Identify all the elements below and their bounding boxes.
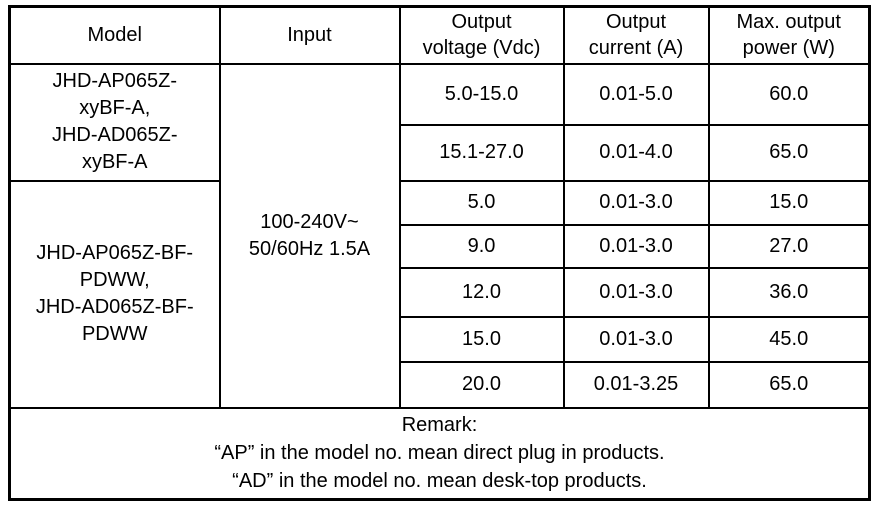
voltage-cell: 9.0 (398, 223, 565, 269)
model-line: xyBF-A (81, 151, 148, 173)
input-cell: 100-240V~ 50/60Hz 1.5A (218, 62, 401, 409)
voltage-cell: 15.0 (398, 315, 565, 363)
model-group-cell-1: JHD-AP065Z- xyBF-A, JHD-AD065Z- xyBF-A (8, 62, 221, 182)
power-cell: 45.0 (707, 315, 871, 363)
model-line: xyBF-A, (79, 97, 151, 119)
remark-cell: Remark: “AP” in the model no. mean direc… (8, 406, 871, 501)
model-line: PDWW, (79, 269, 150, 291)
header-line: voltage (Vdc) (422, 37, 541, 60)
input-line: 100-240V~ (260, 210, 359, 233)
remark-line: “AD” in the model no. mean desk-top prod… (232, 470, 647, 493)
current-cell: 0.01-3.0 (562, 315, 710, 363)
voltage-cell: 5.0-15.0 (398, 62, 565, 126)
voltage-cell: 20.0 (398, 360, 565, 409)
header-line: power (W) (742, 37, 835, 60)
power-cell: 65.0 (707, 360, 871, 409)
table-row: 9.0 0.01-3.0 27.0 (10, 223, 871, 269)
table-row: JHD-AP065Z-BF- PDWW, JHD-AD065Z-BF- PDWW… (8, 179, 871, 409)
header-row: Model Input Output voltage (Vdc) Output … (8, 5, 871, 65)
table-row: JHD-AP065Z- xyBF-A, JHD-AD065Z- xyBF-A 1… (8, 62, 871, 409)
spec-table: Model Input Output voltage (Vdc) Output … (8, 5, 871, 501)
header-max-output-power: Max. output power (W) (707, 5, 871, 65)
voltage-cell: 12.0 (398, 266, 565, 318)
power-cell: 15.0 (707, 179, 871, 226)
model-line: JHD-AD065Z- (51, 124, 178, 146)
table-row: 15.0 0.01-3.0 45.0 (10, 315, 871, 363)
remark-row: Remark: “AP” in the model no. mean direc… (8, 406, 871, 501)
input-line: 50/60Hz 1.5A (248, 237, 371, 260)
table-row: 12.0 0.01-3.0 36.0 (10, 266, 871, 318)
header-input: Input (218, 5, 401, 65)
header-output-voltage: Output voltage (Vdc) (398, 5, 565, 65)
remark-line: “AP” in the model no. mean direct plug i… (214, 442, 665, 465)
power-cell: 60.0 (707, 62, 871, 126)
header-line: Max. output (736, 11, 841, 34)
model-line: PDWW (81, 323, 148, 345)
current-cell: 0.01-3.0 (562, 266, 710, 318)
model-line: JHD-AP065Z- (52, 70, 177, 92)
current-cell: 0.01-3.0 (562, 179, 710, 226)
power-cell: 27.0 (707, 223, 871, 269)
power-cell: 36.0 (707, 266, 871, 318)
voltage-cell: 15.1-27.0 (398, 123, 565, 182)
header-line: Output (605, 11, 667, 34)
header-line: Output (451, 11, 512, 34)
power-cell: 65.0 (707, 123, 871, 182)
remark-title: Remark: (401, 414, 478, 437)
header-line: current (A) (588, 37, 684, 60)
model-line: JHD-AP065Z-BF- (36, 242, 194, 264)
model-line: JHD-AD065Z-BF- (35, 296, 194, 318)
table-row: 20.0 0.01-3.25 65.0 (10, 360, 871, 409)
current-cell: 0.01-3.25 (562, 360, 710, 409)
current-cell: 0.01-5.0 (562, 62, 710, 126)
current-cell: 0.01-3.0 (562, 223, 710, 269)
table-row: 15.1-27.0 0.01-4.0 65.0 (10, 123, 871, 182)
header-output-current: Output current (A) (562, 5, 710, 65)
header-model: Model (8, 5, 221, 65)
model-group-cell-2: JHD-AP065Z-BF- PDWW, JHD-AD065Z-BF- PDWW (8, 179, 221, 409)
current-cell: 0.01-4.0 (562, 123, 710, 182)
voltage-cell: 5.0 (398, 179, 565, 226)
